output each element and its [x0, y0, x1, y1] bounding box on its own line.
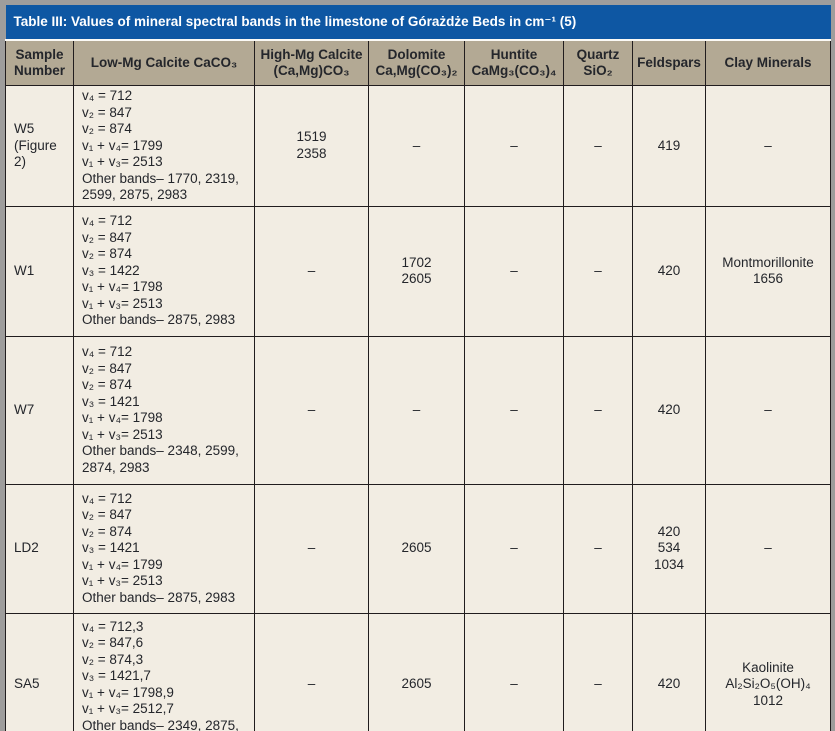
header-row: Sample Number Low-Mg Calcite CaCO₃ High-…: [5, 39, 832, 86]
cell-sa5-quartz: –: [563, 612, 633, 731]
header-cell-quartz: Quartz SiO₂: [563, 39, 633, 86]
cell-w7-clay: –: [704, 335, 832, 485]
cell-sa5-huntite: –: [464, 612, 564, 731]
cell-w1-huntite: –: [464, 205, 564, 337]
cell-w1-clay: Montmorillonite 1656: [704, 205, 832, 337]
header-cell-huntite: Huntite CaMg₃(CO₃)₄: [464, 39, 564, 86]
cell-sa5-dolomite: 2605: [368, 612, 465, 731]
cell-w5-quartz: –: [563, 85, 633, 207]
table-row-w7: W7 v₄ = 712 v₂ = 847 v₂ = 874 v₃ = 1421 …: [5, 335, 832, 485]
header-cell-clay-minerals: Clay Minerals: [704, 39, 832, 86]
cell-w5-clay: –: [704, 85, 832, 207]
cell-w7-huntite: –: [464, 335, 564, 485]
header-cell-low-mg-calcite: Low-Mg Calcite CaCO₃: [73, 39, 255, 86]
table-row-w1: W1 v₄ = 712 v₂ = 847 v₂ = 874 v₃ = 1422 …: [5, 205, 832, 337]
cell-ld2-low-mg: v₄ = 712 v₂ = 847 v₂ = 874 v₃ = 1421 v₁ …: [73, 483, 255, 614]
cell-w1-sample: W1: [5, 205, 74, 337]
table-row-ld2: LD2 v₄ = 712 v₂ = 847 v₂ = 874 v₃ = 1421…: [5, 483, 832, 614]
header-cell-dolomite: Dolomite Ca,Mg(CO₃)₂: [368, 39, 465, 86]
cell-w1-high-mg: –: [254, 205, 369, 337]
cell-sa5-high-mg: –: [254, 612, 369, 731]
cell-sa5-low-mg: v₄ = 712,3 v₂ = 847,6 v₂ = 874,3 v₃ = 14…: [73, 612, 255, 731]
cell-w1-feldspars: 420: [632, 205, 706, 337]
cell-w7-low-mg: v₄ = 712 v₂ = 847 v₂ = 874 v₃ = 1421 v₁ …: [73, 335, 255, 485]
cell-ld2-clay: –: [704, 483, 832, 614]
cell-w5-sample: W5 (Figure 2): [5, 85, 74, 207]
mineral-spectral-bands-table: Table III: Values of mineral spectral ba…: [5, 5, 832, 731]
header-cell-sample-number: Sample Number: [5, 39, 74, 86]
cell-ld2-quartz: –: [563, 483, 633, 614]
cell-sa5-clay: Kaolinite Al₂Si₂O₅(OH)₄ 1012: [704, 612, 832, 731]
table-title: Table III: Values of mineral spectral ba…: [5, 5, 831, 41]
cell-w5-high-mg: 1519 2358: [254, 85, 369, 207]
cell-w1-dolomite: 1702 2605: [368, 205, 465, 337]
cell-ld2-sample: LD2: [5, 483, 74, 614]
table-title-row: Table III: Values of mineral spectral ba…: [5, 5, 831, 41]
cell-w5-low-mg: v₄ = 712 v₂ = 847 v₂ = 874 v₁ + v₄= 1799…: [73, 85, 255, 207]
cell-w7-sample: W7: [5, 335, 74, 485]
cell-sa5-feldspars: 420: [632, 612, 706, 731]
cell-sa5-sample: SA5: [5, 612, 74, 731]
cell-ld2-huntite: –: [464, 483, 564, 614]
cell-w1-low-mg: v₄ = 712 v₂ = 847 v₂ = 874 v₃ = 1422 v₁ …: [73, 205, 255, 337]
cell-w5-feldspars: 419: [632, 85, 706, 207]
cell-w5-dolomite: –: [368, 85, 465, 207]
cell-ld2-high-mg: –: [254, 483, 369, 614]
cell-w1-quartz: –: [563, 205, 633, 337]
cell-w7-high-mg: –: [254, 335, 369, 485]
table-row-w5: W5 (Figure 2) v₄ = 712 v₂ = 847 v₂ = 874…: [5, 85, 832, 207]
cell-ld2-dolomite: 2605: [368, 483, 465, 614]
table-row-sa5: SA5 v₄ = 712,3 v₂ = 847,6 v₂ = 874,3 v₃ …: [5, 612, 832, 731]
header-cell-feldspars: Feldspars: [632, 39, 706, 86]
header-cell-high-mg-calcite: High-Mg Calcite (Ca,Mg)CO₃: [254, 39, 369, 86]
cell-w7-quartz: –: [563, 335, 633, 485]
cell-ld2-feldspars: 420 534 1034: [632, 483, 706, 614]
cell-w7-dolomite: –: [368, 335, 465, 485]
cell-w5-huntite: –: [464, 85, 564, 207]
cell-w7-feldspars: 420: [632, 335, 706, 485]
